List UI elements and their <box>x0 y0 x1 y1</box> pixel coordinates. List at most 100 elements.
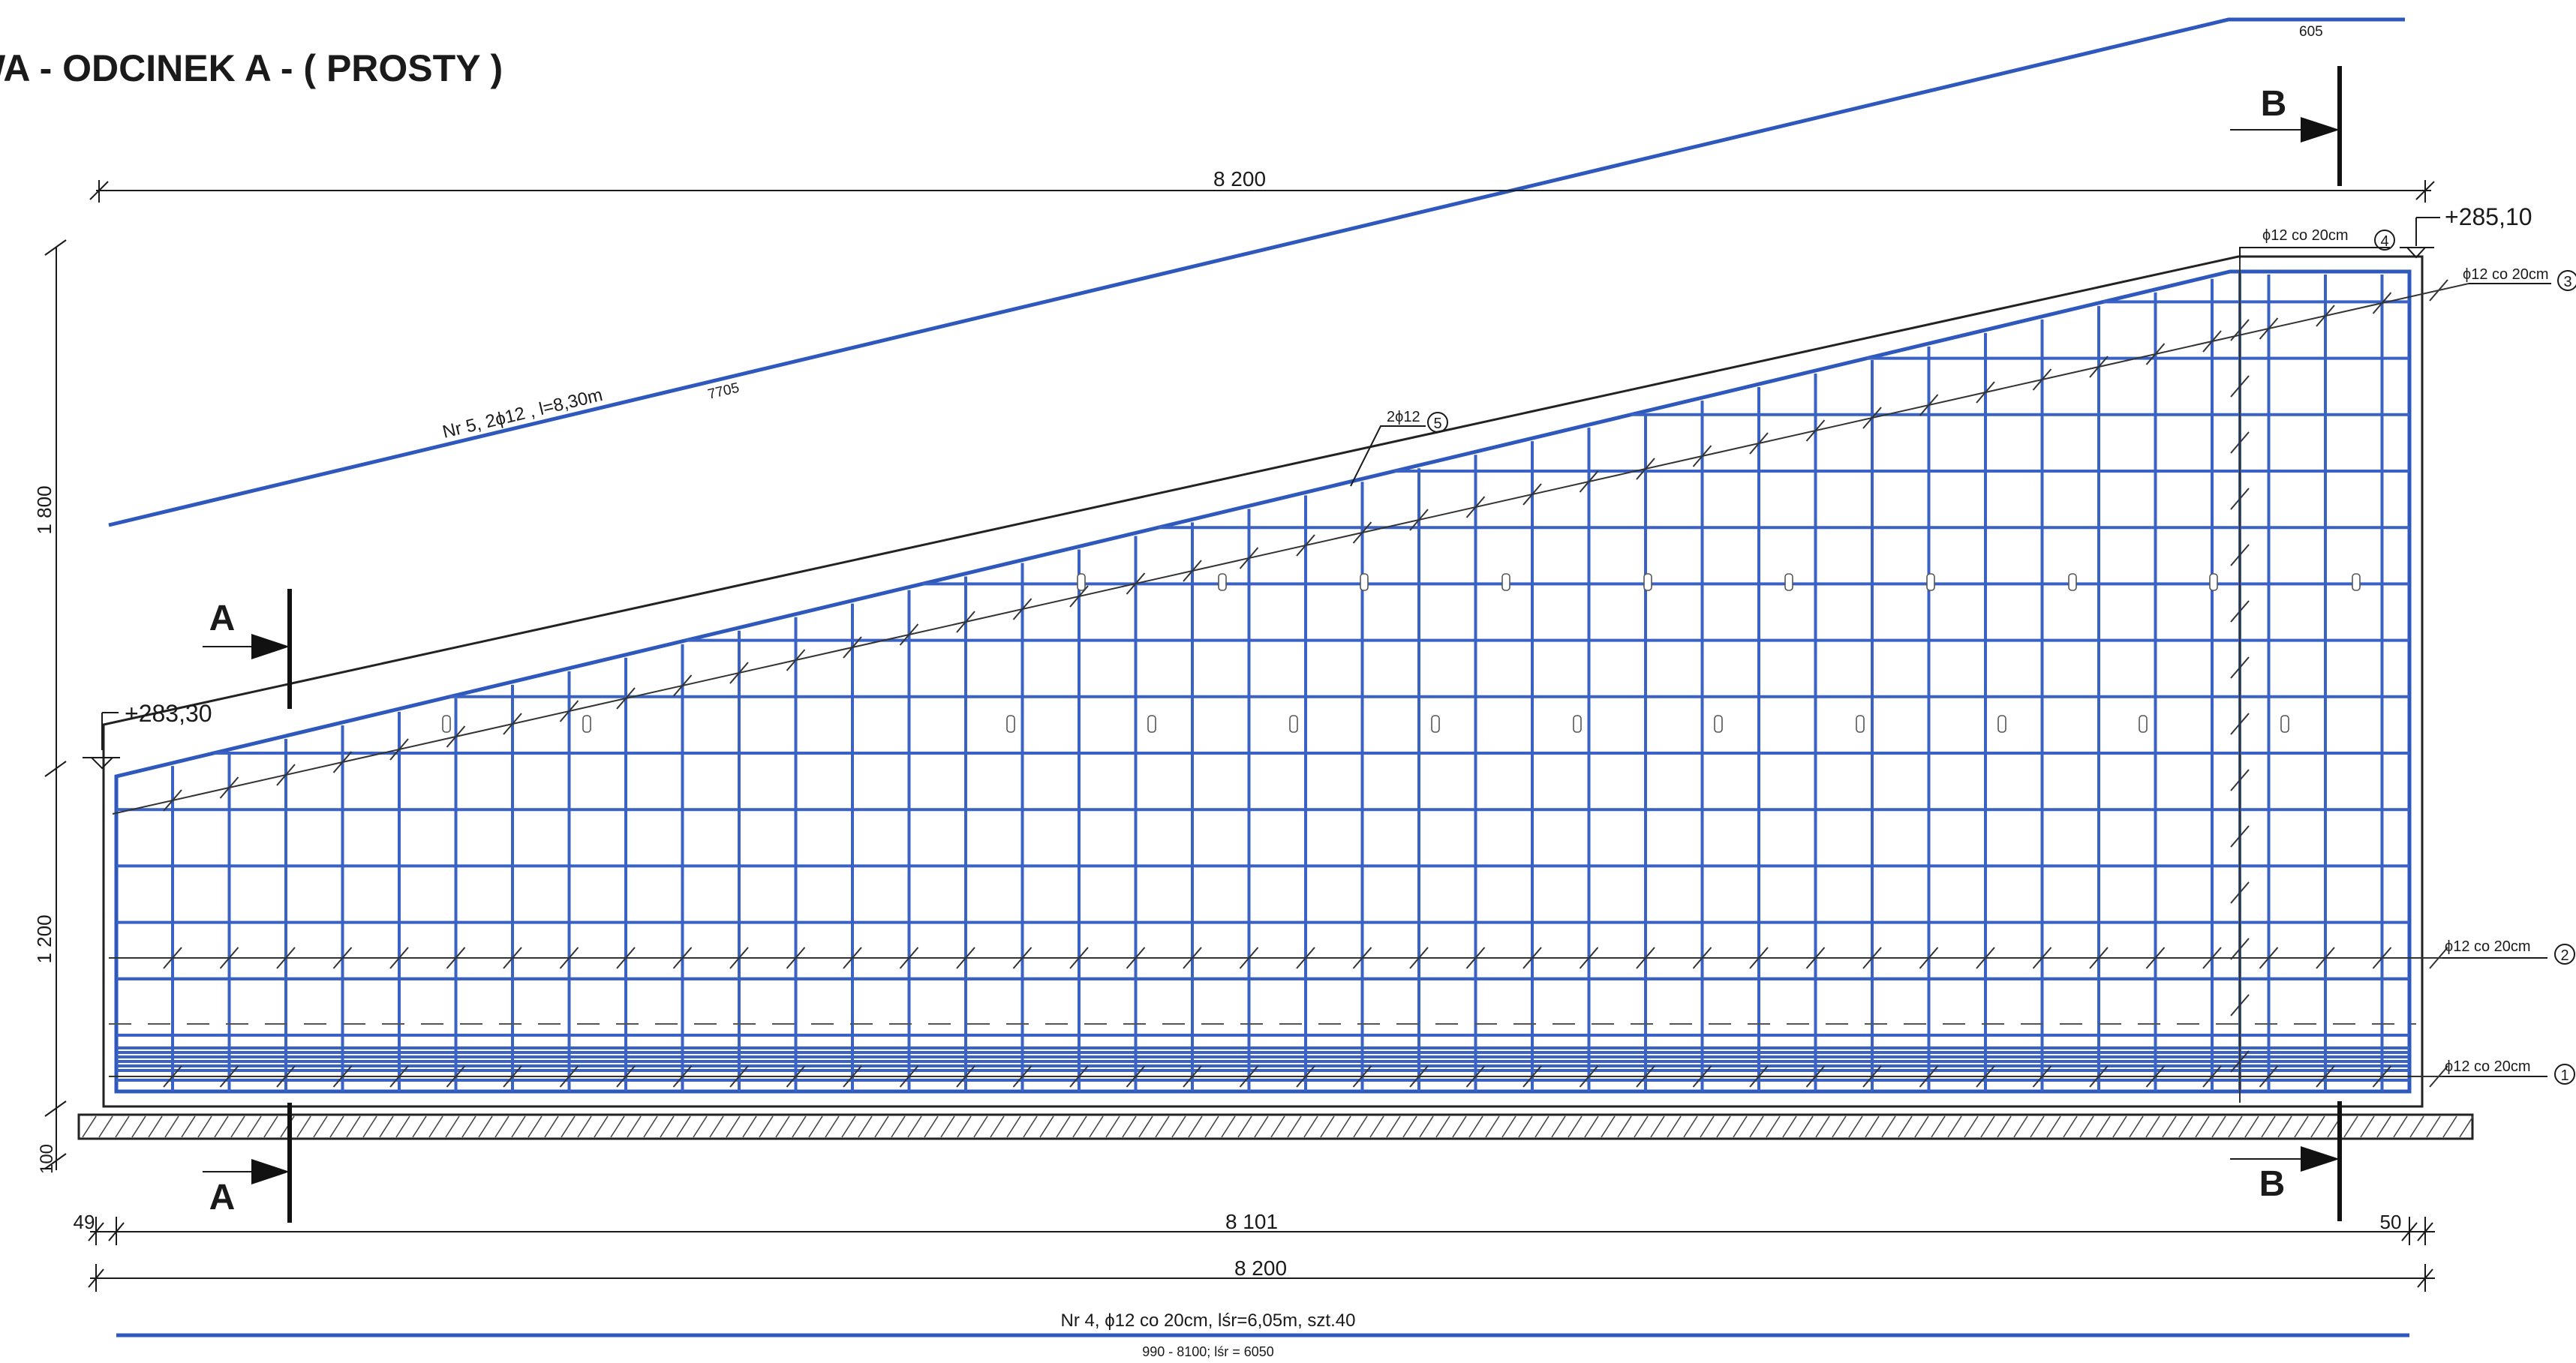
tie-marker <box>1856 715 1865 733</box>
tie-marker <box>1501 573 1510 591</box>
slab-hatch-line <box>1072 1115 1087 1138</box>
bar-tick <box>956 1065 975 1088</box>
dimension-left: 1 800 1 200 100 <box>33 239 67 1174</box>
slab-hatch-line <box>148 1115 163 1138</box>
slab-hatch-line <box>643 1115 658 1138</box>
section-mark-a-bottom: A <box>203 1103 292 1223</box>
tie-marker <box>2068 573 2077 591</box>
bar-tick <box>559 1065 579 1088</box>
slab-hatch-line <box>940 1115 955 1138</box>
reinforcement-mesh <box>114 269 2412 1094</box>
bar-tick <box>389 1065 409 1088</box>
slab-hatch-line <box>1980 1115 1995 1138</box>
slab-hatch-line <box>1914 1115 1929 1138</box>
slab-hatch-line <box>379 1115 394 1138</box>
bar-tick <box>2230 938 2250 960</box>
bar-4-vertical <box>2230 259 2250 1103</box>
slab-hatch-line <box>329 1115 344 1138</box>
dimension-bottom-left-label: 49 <box>74 1211 95 1233</box>
slab-hatch-line <box>2079 1115 2094 1138</box>
base-slab <box>77 1113 2474 1140</box>
bar-tick <box>1919 1065 1939 1088</box>
slab-hatch-line <box>2310 1115 2325 1138</box>
slab-hatch-line <box>115 1115 130 1138</box>
bar-tick <box>1636 947 1655 969</box>
slab-hatch-line <box>825 1115 840 1138</box>
bar-tick <box>1409 1065 1429 1088</box>
slab-hatch-line <box>2409 1115 2424 1138</box>
bar-tick <box>1522 947 1542 969</box>
slab-hatch-line <box>1386 1115 1401 1138</box>
bar-tick <box>2429 947 2448 969</box>
bar-tick <box>729 947 749 969</box>
top-bar-end-length: 605 <box>2299 24 2323 40</box>
bar-tick <box>1692 1065 1712 1088</box>
bar-tick <box>163 789 182 812</box>
dimension-top: 8 200 <box>89 167 2435 203</box>
slab-hatch-line <box>660 1115 675 1138</box>
slab-hatch-line <box>693 1115 708 1138</box>
bar-tick <box>219 947 239 969</box>
bar-tick <box>219 776 239 799</box>
bar-tick <box>616 687 636 710</box>
bar-tick <box>2032 1065 2052 1088</box>
bar-tick <box>446 947 466 969</box>
elevation-left-label: +283,30 <box>125 700 212 727</box>
bar-tick <box>2316 1065 2335 1088</box>
section-mark-a-top: A <box>203 589 292 709</box>
slab-hatch-line <box>1964 1115 1979 1138</box>
slab-hatch-line <box>1369 1115 1384 1138</box>
slab-hatch-line <box>1006 1115 1021 1138</box>
bar-tick <box>1522 483 1542 506</box>
slab-hatch-line <box>2261 1115 2276 1138</box>
slab-hatch-line <box>1155 1115 1170 1138</box>
slab-hatch-line <box>1716 1115 1731 1138</box>
tie-marker <box>1006 715 1015 733</box>
callout-5-text: 2ϕ12 <box>1387 409 1420 425</box>
slab-hatch-line <box>2393 1115 2408 1138</box>
slab-hatch-line <box>2459 1115 2474 1138</box>
bar-tick <box>389 738 409 761</box>
bar-tick <box>786 1065 806 1088</box>
slab-hatch-line <box>1188 1115 1203 1138</box>
bar-tick <box>1069 1065 1089 1088</box>
bar-3-line <box>112 279 2469 815</box>
bar-tick <box>616 1065 636 1088</box>
slab-hatch-line <box>1898 1115 1913 1138</box>
bar-tick <box>2230 319 2250 341</box>
slab-hatch-line <box>1204 1115 1219 1138</box>
slab-hatch-line <box>1584 1115 1599 1138</box>
drawing-title: WA - ODCINEK A - ( PROSTY ) <box>0 47 503 89</box>
bottom-bar-nr4: Nr 4, ϕ12 co 20cm, lśr=6,05m, szt.40 990… <box>116 1310 2409 1359</box>
slab-hatch-line <box>2046 1115 2061 1138</box>
slab-hatch-line <box>1634 1115 1649 1138</box>
slab-hatch-line <box>511 1115 526 1138</box>
slab-hatch-line <box>2228 1115 2243 1138</box>
tie-marker <box>1147 715 1156 733</box>
bar-tick <box>2032 368 2052 391</box>
bar-tick <box>1126 572 1146 595</box>
slab-hatch-line <box>1815 1115 1830 1138</box>
slab-hatch-line <box>1237 1115 1252 1138</box>
bar-tick <box>2316 305 2335 327</box>
bar-tick <box>1579 470 1599 493</box>
slab-hatch-line <box>2277 1115 2292 1138</box>
slab-hatch-line <box>2145 1115 2160 1138</box>
slab-hatch-line <box>2442 1115 2457 1138</box>
slab-hatch-line <box>808 1115 823 1138</box>
slab-hatch-line <box>1287 1115 1302 1138</box>
slab-hatch-line <box>709 1115 724 1138</box>
slab-hatch-line <box>461 1115 476 1138</box>
wall-outline <box>102 255 2424 1108</box>
bar-tick <box>2230 375 2250 398</box>
slab-hatch-line <box>1518 1115 1533 1138</box>
bar-tick <box>446 1065 466 1088</box>
slab-hatch-line <box>1667 1115 1682 1138</box>
tie-marker <box>442 715 451 733</box>
tie-marker <box>1784 573 1793 591</box>
slab-hatch-line <box>2294 1115 2309 1138</box>
bar-tick <box>2202 1065 2222 1088</box>
slab-hatch-line <box>2244 1115 2259 1138</box>
bar-tick <box>559 700 579 722</box>
slab-hatch-line <box>2162 1115 2177 1138</box>
